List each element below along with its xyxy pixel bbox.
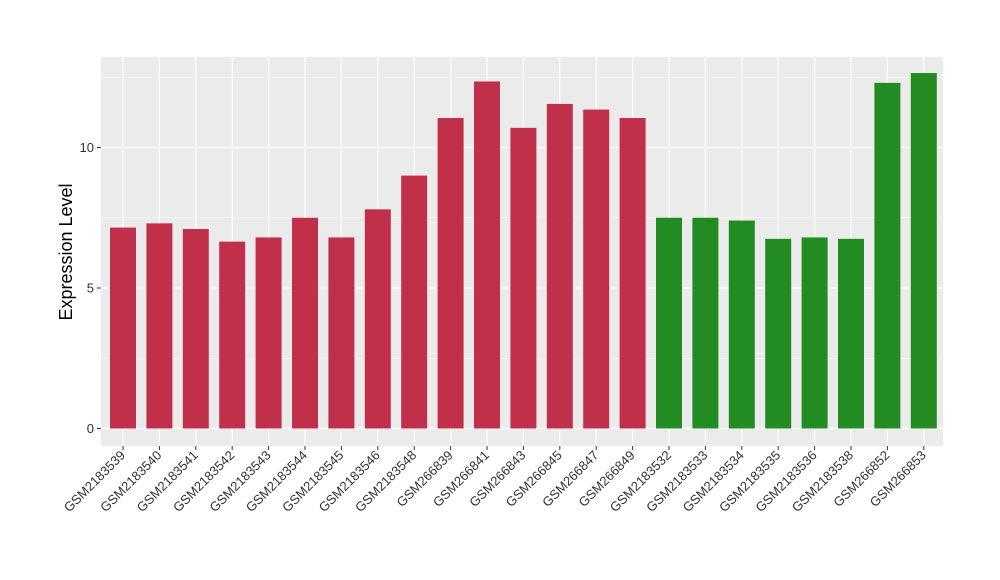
bar-gsm266845 [546, 103, 573, 429]
bar-gsm2183532 [656, 217, 682, 429]
bar-gsm2183546 [364, 209, 391, 429]
bar-gsm2183544 [292, 217, 318, 429]
bar-gsm2183533 [692, 217, 719, 429]
y-tick-label: 10 [80, 140, 94, 155]
bar-gsm2183535 [765, 238, 792, 429]
bars-group [110, 73, 937, 429]
bar-gsm266841 [474, 81, 500, 429]
bar-gsm2183536 [801, 237, 828, 429]
x-axis: GSM2183539GSM2183540GSM2183541GSM2183542… [61, 446, 929, 515]
y-axis-title: Expression Level [56, 183, 76, 320]
bar-gsm2183542 [219, 241, 246, 429]
bar-gsm266839 [437, 117, 464, 429]
y-tick-label: 5 [87, 281, 94, 296]
bar-gsm2183539 [110, 227, 136, 429]
bar-gsm2183538 [838, 238, 864, 429]
bar-gsm266853 [910, 73, 937, 429]
bar-gsm2183545 [328, 237, 355, 429]
bar-gsm2183548 [401, 175, 428, 429]
bar-gsm2183540 [146, 223, 173, 429]
y-tick-label: 0 [87, 421, 94, 436]
y-axis: 0 5 10 [80, 140, 101, 436]
bar-gsm2183541 [182, 228, 209, 429]
bar-gsm266843 [510, 127, 537, 429]
bar-gsm2183543 [255, 237, 282, 429]
bar-gsm266847 [583, 109, 610, 429]
bar-gsm266852 [874, 82, 901, 429]
x-tick-label: GSM2183539 [61, 448, 128, 515]
bar-gsm2183534 [728, 220, 755, 429]
bar-gsm266849 [619, 117, 646, 429]
